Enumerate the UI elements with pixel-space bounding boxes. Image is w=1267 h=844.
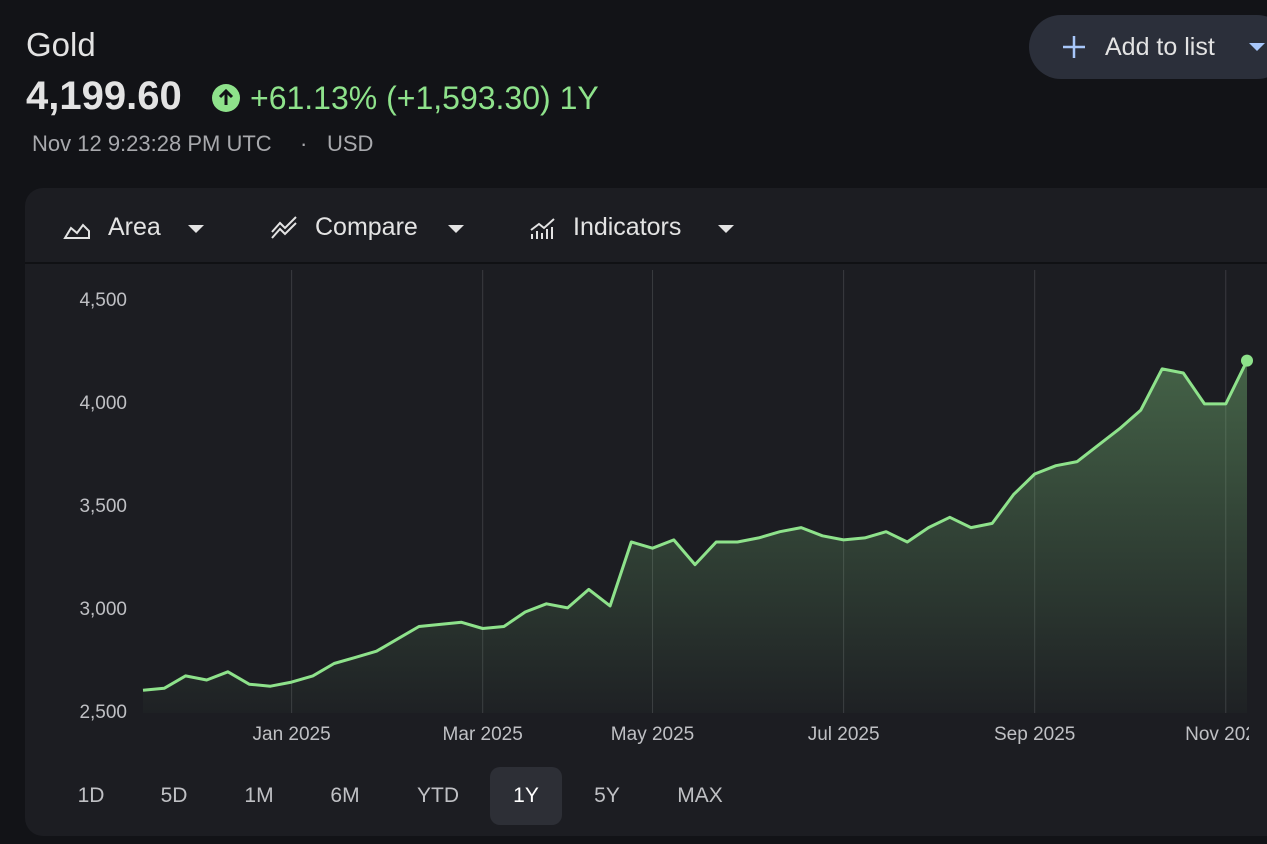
- add-to-list-button[interactable]: [1029, 15, 1267, 79]
- separator: ·: [300, 131, 308, 156]
- range-tab[interactable]: 5D: [160, 784, 188, 807]
- range-tab[interactable]: 1Y: [490, 767, 562, 825]
- up-icon: [212, 84, 240, 112]
- chart-card: [25, 188, 1267, 836]
- toolbar-divider: [25, 262, 1267, 264]
- price-change: +61.13% (+1,593.30) 1Y: [250, 80, 599, 116]
- compare-button[interactable]: Compare: [315, 213, 418, 241]
- range-tab[interactable]: MAX: [677, 784, 723, 807]
- price: 4,199.60: [26, 74, 182, 118]
- indicators-button[interactable]: Indicators: [573, 213, 682, 241]
- range-tab[interactable]: 5Y: [594, 784, 620, 807]
- area-button[interactable]: Area: [108, 213, 161, 241]
- range-tab[interactable]: YTD: [417, 784, 459, 807]
- range-tab[interactable]: 1D: [77, 784, 105, 807]
- range-tab[interactable]: 1M: [244, 784, 274, 807]
- range-tab[interactable]: 6M: [330, 784, 360, 807]
- asset-title: Gold: [26, 26, 96, 63]
- timestamp: Nov 12 9:23:28 PM UTC: [32, 131, 272, 156]
- currency: USD: [327, 131, 374, 156]
- add-to-list-label[interactable]: Add to list: [1105, 33, 1215, 61]
